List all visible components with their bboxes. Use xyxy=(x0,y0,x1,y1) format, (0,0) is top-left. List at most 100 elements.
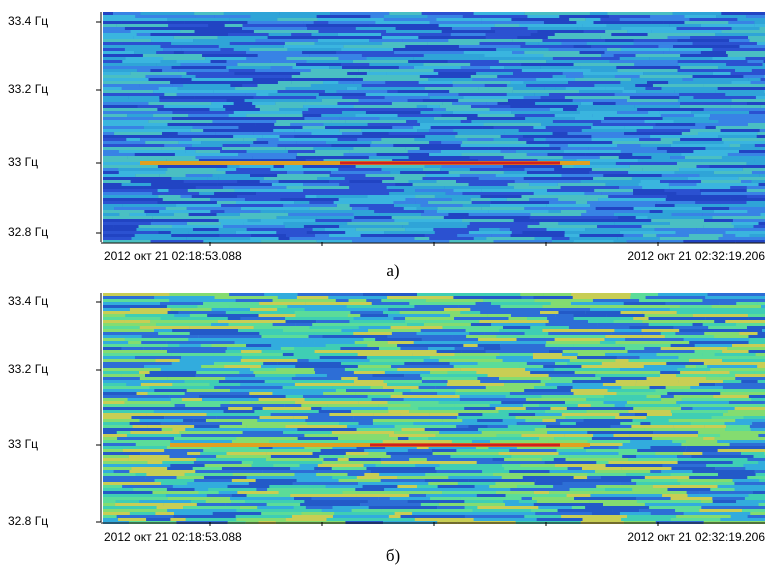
spectrogram-cell xyxy=(577,356,617,359)
spectrogram-cell xyxy=(148,102,212,105)
spectrogram-cell xyxy=(190,500,206,503)
spectrogram-cell xyxy=(481,18,512,21)
spectrogram-cell xyxy=(387,407,419,410)
spectrogram-cell xyxy=(406,120,418,123)
spectrogram-cell xyxy=(633,317,649,320)
spectrogram-cell xyxy=(706,464,744,467)
spectrogram-cell xyxy=(583,446,619,449)
spectrogram-cell xyxy=(415,189,454,192)
spectrogram-cell xyxy=(366,356,430,359)
spectrogram-cell xyxy=(518,500,537,503)
spectrogram-cell xyxy=(538,506,572,509)
spectrogram-cell xyxy=(762,440,765,443)
spectrogram-cell xyxy=(229,293,265,296)
spectrogram-cell xyxy=(236,437,298,440)
spectrogram-cell xyxy=(741,452,765,455)
spectrogram-cell xyxy=(441,165,504,168)
spectrogram-cell xyxy=(615,380,637,383)
spectrogram-cell xyxy=(140,138,192,141)
spectrogram-cell xyxy=(365,189,405,192)
spectrogram-cell xyxy=(217,36,268,39)
spectrogram-cell xyxy=(504,458,542,461)
spectrogram-cell xyxy=(152,192,172,195)
spectrogram-cell xyxy=(534,237,552,240)
spectrogram-cell xyxy=(572,380,616,383)
spectrogram-cell xyxy=(373,413,401,416)
spectrogram-cell xyxy=(573,165,630,168)
spectrogram-cell xyxy=(389,192,446,195)
spectrogram-cell xyxy=(103,449,123,452)
spectrogram-cell xyxy=(678,356,739,359)
spectrogram-cell xyxy=(365,111,421,114)
spectrogram-cell xyxy=(632,153,682,156)
spectrogram-cell xyxy=(319,455,345,458)
spectrogram-cell xyxy=(116,515,174,518)
spectrogram-cell xyxy=(523,81,569,84)
spectrogram-cell xyxy=(344,177,395,180)
spectrogram-cell xyxy=(592,114,661,117)
spectrogram-cell xyxy=(573,344,620,347)
spectrogram-cell xyxy=(368,156,409,159)
spectrogram-cell xyxy=(428,78,473,81)
spectrogram-cell xyxy=(103,195,159,198)
spectrogram-cell xyxy=(620,150,667,153)
spectrogram-cell xyxy=(337,138,358,141)
spectrogram-cell xyxy=(137,69,151,72)
spectrogram-cell xyxy=(338,81,354,84)
spectrogram-cell xyxy=(715,467,746,470)
spectrogram-cell xyxy=(235,434,305,437)
spectrogram-cell xyxy=(321,36,383,39)
spectrogram-cell xyxy=(495,407,526,410)
spectrogram-cell xyxy=(103,207,115,210)
spectrogram-cell xyxy=(103,33,137,36)
spectrogram-cell xyxy=(683,338,750,341)
spectrogram-cell xyxy=(342,66,399,69)
spectrogram-cell xyxy=(471,120,534,123)
spectrogram-cell xyxy=(237,180,260,183)
spectrogram-cell xyxy=(103,138,127,141)
spectrogram-cell xyxy=(192,467,222,470)
spectrogram-cell xyxy=(585,228,655,231)
spectrogram-cell xyxy=(515,416,533,419)
spectrogram-cell xyxy=(194,425,220,428)
spectrogram-cell xyxy=(429,237,474,240)
spectrogram-cell xyxy=(267,36,322,39)
spectrogram-cell xyxy=(677,39,730,42)
spectrogram-cell xyxy=(156,323,212,326)
spectrogram-cell xyxy=(263,177,318,180)
spectrogram-cell xyxy=(552,120,602,123)
spectrogram-cell xyxy=(590,69,618,72)
spectrogram-cell xyxy=(316,156,369,159)
spectrogram-cell xyxy=(510,314,556,317)
spectrogram-cell xyxy=(295,365,358,368)
spectrogram-cell xyxy=(396,386,419,389)
spectrogram-cell xyxy=(563,150,621,153)
spectrogram-cell xyxy=(103,398,128,401)
spectrogram-cell xyxy=(685,449,718,452)
spectrogram-cell xyxy=(614,93,680,96)
spectrogram-cell xyxy=(603,219,652,222)
spectrogram-cell xyxy=(555,87,566,90)
spectrogram-cell xyxy=(450,33,486,36)
spectrogram-cell xyxy=(718,120,765,123)
spectrogram-cell xyxy=(677,60,748,63)
spectrogram-cell xyxy=(296,63,341,66)
spectrogram-cell xyxy=(143,186,196,189)
spectrogram-cell xyxy=(249,48,288,51)
spectrogram-cell xyxy=(314,332,354,335)
spectrogram-cell xyxy=(735,240,765,243)
spectrogram-cell xyxy=(505,395,542,398)
spectrogram-cell xyxy=(738,356,765,359)
spectrogram-cell xyxy=(596,461,609,464)
spectrogram-cell xyxy=(132,380,185,383)
spectrogram-cell xyxy=(581,129,637,132)
spectrogram-cell xyxy=(522,30,538,33)
spectrogram-cell xyxy=(533,192,585,195)
spectrogram-cell xyxy=(452,335,467,338)
spectrogram-cell xyxy=(441,30,496,33)
spectrogram-cell xyxy=(560,147,589,150)
spectrogram-cell xyxy=(551,237,570,240)
spectrogram-cell xyxy=(527,15,560,18)
spectrogram-cell xyxy=(374,210,425,213)
spectrogram-cell xyxy=(297,380,354,383)
